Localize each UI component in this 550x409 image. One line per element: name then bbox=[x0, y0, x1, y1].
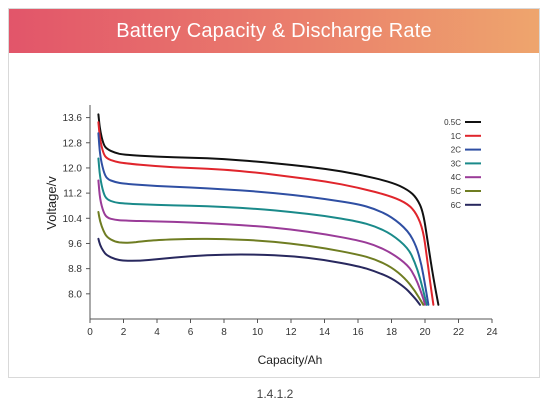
x-tick-label: 0 bbox=[87, 327, 93, 338]
figure-caption: 1.4.1.2 bbox=[256, 387, 294, 401]
legend-label: 2C bbox=[451, 146, 461, 155]
y-axis-label: Voltage/v bbox=[44, 176, 59, 230]
x-tick-label: 24 bbox=[486, 327, 498, 338]
title-banner: Battery Capacity & Discharge Rate bbox=[9, 9, 539, 53]
y-tick-label: 13.6 bbox=[63, 113, 83, 124]
x-tick-label: 12 bbox=[285, 327, 297, 338]
x-tick-label: 10 bbox=[252, 327, 264, 338]
chart-frame: Battery Capacity & Discharge Rate bbox=[8, 8, 540, 378]
y-tick-label: 8.0 bbox=[68, 289, 82, 300]
x-tick-label: 14 bbox=[319, 327, 331, 338]
y-tick-label: 8.8 bbox=[68, 264, 82, 275]
x-tick-label: 20 bbox=[419, 327, 431, 338]
x-tick-label: 18 bbox=[386, 327, 398, 338]
series-line-6C bbox=[97, 237, 421, 306]
x-tick-label: 4 bbox=[154, 327, 160, 338]
y-tick-label: 10.4 bbox=[63, 214, 83, 225]
legend-label: 5C bbox=[451, 187, 461, 196]
series-line-5C bbox=[97, 211, 425, 306]
x-tick-label: 22 bbox=[453, 327, 465, 338]
x-axis-label: Capacity/Ah bbox=[258, 353, 323, 367]
discharge-chart: 0 2 4 6 8 10 12 14 16 18 20 22 248.08.89.610.411.212… bbox=[44, 105, 498, 367]
legend-label: 6C bbox=[451, 201, 461, 210]
series-line-3C bbox=[97, 157, 428, 306]
legend-label: 1C bbox=[451, 132, 461, 141]
legend-label: 0.5C bbox=[444, 118, 461, 127]
legend-label: 4C bbox=[451, 173, 461, 182]
chart-axes: 0 2 4 6 8 10 12 14 16 18 20 22 248.08.89.610.411.212… bbox=[63, 105, 498, 338]
series-line-2C bbox=[97, 132, 430, 306]
chart-legend: 0.5C 1C 2C 3C 4C 5C 6C bbox=[444, 118, 481, 210]
y-tick-label: 9.6 bbox=[68, 239, 82, 250]
series-line-0_5C bbox=[97, 113, 440, 306]
x-tick-label: 6 bbox=[188, 327, 194, 338]
x-tick-label: 2 bbox=[121, 327, 127, 338]
chart-title: Battery Capacity & Discharge Rate bbox=[116, 19, 432, 42]
series-layer bbox=[97, 113, 440, 306]
legend-label: 3C bbox=[451, 159, 461, 168]
y-tick-label: 11.2 bbox=[63, 189, 82, 200]
series-line-1C bbox=[97, 121, 435, 306]
y-tick-label: 12.0 bbox=[63, 163, 83, 174]
x-tick-label: 16 bbox=[352, 327, 364, 338]
x-tick-label: 8 bbox=[221, 327, 227, 338]
y-tick-label: 12.8 bbox=[63, 138, 83, 149]
series-line-4C bbox=[97, 179, 426, 306]
